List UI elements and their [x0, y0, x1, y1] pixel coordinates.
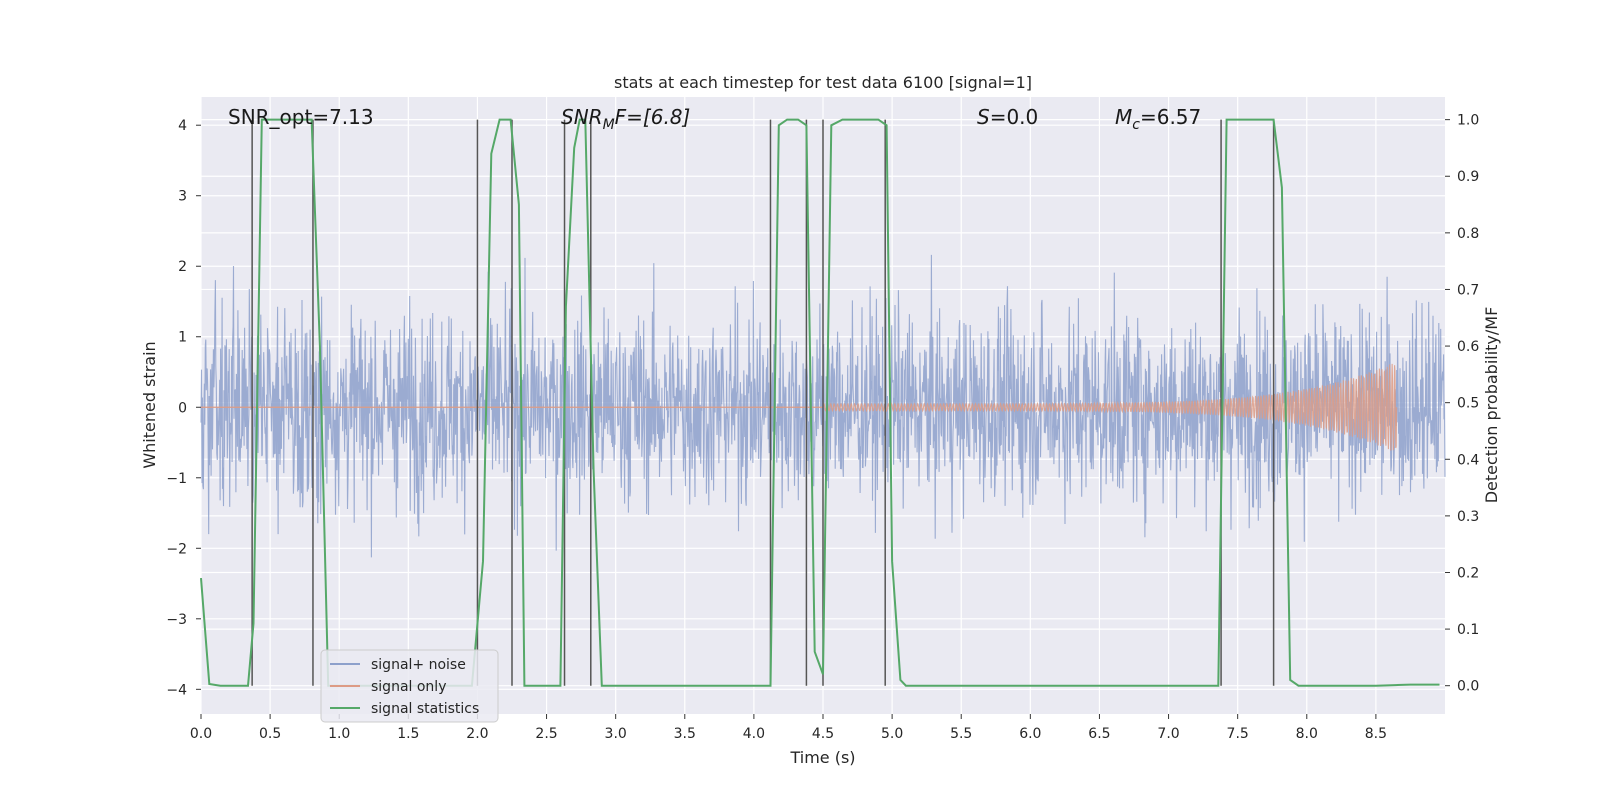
x-tick-label: 6.0	[1019, 726, 1041, 742]
right-y-tick-label: 0.4	[1457, 452, 1479, 468]
y-tick-label: −3	[166, 612, 187, 628]
right-y-tick-label: 0.9	[1457, 169, 1479, 185]
snr-mf-subscript: M	[603, 117, 615, 133]
mc-symbol: M	[1115, 105, 1132, 129]
legend-label-signal-only: signal only	[371, 679, 446, 695]
y-tick-label: −1	[166, 471, 187, 487]
y-tick-label: −4	[166, 682, 187, 698]
x-tick-label: 8.0	[1296, 726, 1318, 742]
right-y-axis-ticks: 0.0 0.1 0.2 0.3 0.4 0.5 0.6 0.7 0.8 0.9 1.0	[1445, 113, 1479, 695]
right-y-tick-label: 0.8	[1457, 226, 1479, 242]
right-y-axis-label: Detection probability/MF	[1482, 307, 1501, 504]
x-tick-label: 7.0	[1157, 726, 1179, 742]
x-tick-label: 6.5	[1088, 726, 1110, 742]
x-axis-label: Time (s)	[789, 748, 855, 767]
x-tick-label: 0.5	[259, 726, 281, 742]
snr-opt-annotation: SNR_opt=7.13	[228, 105, 374, 129]
y-tick-label: 1	[178, 330, 187, 346]
right-y-tick-label: 0.0	[1457, 679, 1479, 695]
s-symbol: S	[977, 105, 990, 129]
s-annotation: S=0.0	[977, 105, 1038, 129]
right-y-tick-label: 0.5	[1457, 396, 1479, 412]
right-y-tick-label: 0.1	[1457, 622, 1479, 638]
x-tick-label: 7.5	[1227, 726, 1249, 742]
legend-box	[320, 649, 499, 723]
signal-statistics-line	[200, 118, 1440, 687]
y-tick-label: 0	[178, 400, 187, 416]
y-tick-label: 4	[178, 118, 187, 134]
x-tick-label: 3.0	[605, 726, 627, 742]
x-tick-label: 5.0	[881, 726, 903, 742]
y-tick-label: −2	[166, 541, 187, 557]
x-tick-label: 5.5	[950, 726, 972, 742]
snr-mf-value: F=[6.8]	[615, 105, 691, 129]
x-tick-label: 0.0	[190, 726, 212, 742]
signal-only-line	[822, 363, 1398, 451]
snr-mf-annotation: SNRMF=[6.8]	[561, 105, 690, 133]
x-tick-label: 1.5	[397, 726, 419, 742]
right-y-tick-label: 0.3	[1457, 509, 1479, 525]
y-tick-label: 2	[178, 259, 187, 275]
y-axis-ticks: −4 −3 −2 −1 0 1 2 3 4	[166, 118, 201, 698]
x-tick-label: 3.5	[674, 726, 696, 742]
mc-value: =6.57	[1140, 105, 1201, 129]
legend-label-signal-statistics: signal statistics	[371, 701, 479, 717]
x-tick-label: 1.0	[328, 726, 350, 742]
right-y-tick-label: 0.6	[1457, 339, 1479, 355]
x-tick-label: 4.5	[812, 726, 834, 742]
x-tick-label: 2.5	[535, 726, 557, 742]
right-y-tick-label: 1.0	[1457, 113, 1479, 129]
right-y-tick-label: 0.7	[1457, 282, 1479, 298]
mc-annotation: Mc=6.57	[1115, 105, 1201, 133]
detection-vlines	[251, 119, 1275, 686]
right-y-tick-label: 0.2	[1457, 565, 1479, 581]
x-tick-label: 8.5	[1365, 726, 1387, 742]
y-tick-label: 3	[178, 189, 187, 205]
y-axis-label: Whitened strain	[140, 341, 159, 468]
x-tick-label: 2.0	[466, 726, 488, 742]
x-tick-label: 4.0	[743, 726, 765, 742]
s-value: =0.0	[990, 105, 1039, 129]
snr-mf-symbol: SNR	[561, 105, 603, 129]
legend: signal+ noise signal only signal statist…	[320, 649, 499, 723]
signal-statistics-series	[200, 118, 1440, 687]
chart-title: stats at each timestep for test data 610…	[614, 73, 1032, 92]
mc-subscript: c	[1132, 117, 1140, 133]
x-axis-ticks: 0.0 0.5 1.0 1.5 2.0 2.5 3.0 3.5 4.0 4.5 5.0 5.5 6.0 6…	[190, 714, 1387, 742]
legend-label-signal-noise: signal+ noise	[371, 657, 466, 673]
